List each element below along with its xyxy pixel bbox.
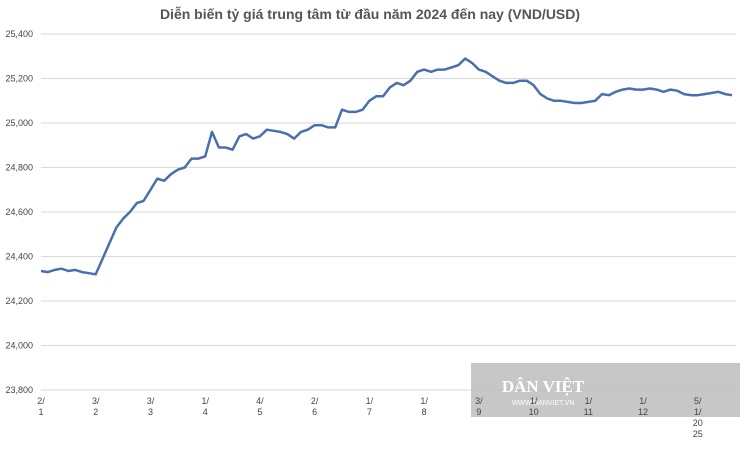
watermark: DÂN VIỆT [502, 377, 585, 396]
y-tick-label: 24,000 [5, 341, 33, 351]
x-tick-label: 2/6 [311, 396, 319, 417]
x-tick-label: 1/7 [366, 396, 374, 417]
line-series [40, 57, 733, 276]
watermark-box [471, 363, 740, 417]
y-tick-label: 23,800 [5, 385, 33, 395]
x-tick-label: 1/4 [201, 396, 209, 417]
chart-title: Diễn biến tỷ giá trung tâm từ đầu năm 20… [160, 6, 580, 22]
y-tick-label: 25,200 [5, 74, 33, 84]
x-tick-label: 4/5 [256, 396, 264, 417]
y-tick-label: 24,200 [5, 296, 33, 306]
y-tick-label: 24,600 [5, 207, 33, 217]
y-tick-label: 25,000 [5, 118, 33, 128]
x-tick-label: 5/1/20 25 [693, 396, 703, 439]
y-tick-label: 25,400 [5, 29, 33, 39]
x-tick-label: 1/10 [529, 396, 539, 417]
x-tick-label: 1/12 [638, 396, 648, 417]
watermark-url: WWW.DANVIET.VN [512, 400, 575, 407]
x-tick-label: 2/1 [37, 396, 45, 417]
x-tick-label: 1/8 [420, 396, 428, 417]
y-tick-label: 24,800 [5, 163, 33, 173]
y-tick-label: 24,400 [5, 252, 33, 262]
x-tick-label: 3/2 [92, 396, 100, 417]
x-tick-label: 3/3 [147, 396, 155, 417]
x-tick-label: 3/9 [475, 396, 483, 417]
x-tick-label: 1/11 [584, 396, 593, 417]
